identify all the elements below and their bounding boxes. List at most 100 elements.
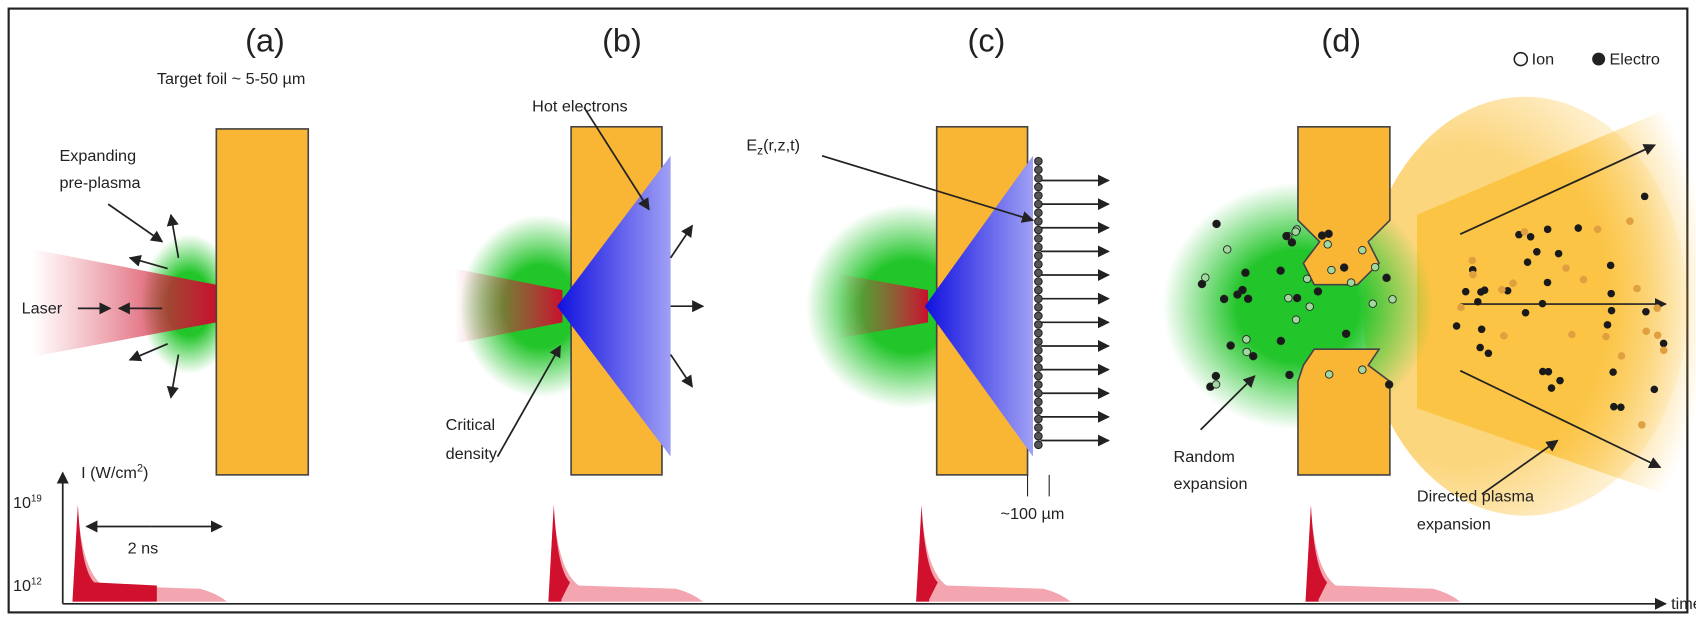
electron	[1342, 330, 1350, 338]
charge	[1035, 321, 1043, 329]
tick-label: 10	[13, 577, 31, 595]
label: Ez(r,z,t)	[746, 136, 800, 157]
label: Random	[1174, 448, 1235, 466]
electron	[1476, 344, 1484, 352]
ion	[1660, 347, 1668, 355]
ion	[1468, 257, 1476, 265]
panel-label: (b)	[602, 23, 642, 59]
ion	[1594, 226, 1602, 234]
electron	[1249, 352, 1257, 360]
charge	[1035, 346, 1043, 354]
ion	[1498, 286, 1506, 294]
charge	[1035, 372, 1043, 380]
label: Target foil ~ 5-50 µm	[157, 70, 306, 88]
charge	[1035, 183, 1043, 191]
electron	[1212, 372, 1220, 380]
charge	[1035, 235, 1043, 243]
charge	[1035, 166, 1043, 174]
legend-electron	[1592, 53, 1605, 66]
electron	[1318, 232, 1326, 240]
ion	[1638, 421, 1646, 429]
charge	[1035, 381, 1043, 389]
axis-label: )	[143, 464, 148, 482]
figure: (a) (b) (c) (d) Ion Electro Target foil …	[0, 0, 1696, 621]
electron	[1604, 321, 1612, 329]
electron	[1607, 290, 1615, 298]
ion	[1243, 336, 1251, 344]
tick-label: 1012	[13, 576, 42, 594]
label: Laser	[22, 300, 63, 318]
panel-d	[1163, 97, 1696, 516]
legend-ion	[1514, 53, 1527, 66]
label: 2 ns	[128, 539, 159, 557]
ion	[1328, 266, 1336, 274]
electron	[1227, 342, 1235, 350]
tick-label: 1019	[13, 494, 42, 512]
charge	[1035, 304, 1043, 312]
electron	[1548, 384, 1556, 392]
electron	[1651, 386, 1659, 394]
tick-label: 12	[31, 576, 42, 587]
ion	[1306, 303, 1314, 311]
ion	[1509, 279, 1517, 287]
ion	[1580, 276, 1588, 284]
electron	[1485, 350, 1493, 358]
electron	[1462, 288, 1470, 296]
ion	[1618, 352, 1626, 360]
panel-label: (d)	[1321, 23, 1361, 59]
electron	[1213, 220, 1221, 228]
label: Expanding	[59, 147, 136, 165]
label: (r,z,t)	[763, 136, 800, 154]
electron	[1522, 309, 1530, 317]
label: Directed plasma	[1417, 488, 1534, 506]
ion	[1371, 263, 1379, 271]
ion	[1303, 275, 1311, 283]
ion	[1389, 295, 1397, 303]
electron	[1288, 239, 1296, 247]
charge	[1035, 432, 1043, 440]
charge	[1035, 398, 1043, 406]
charge	[1035, 243, 1043, 251]
charge	[1035, 415, 1043, 423]
electron	[1220, 295, 1228, 303]
electron	[1481, 286, 1489, 294]
electron	[1286, 371, 1294, 379]
charge	[1035, 218, 1043, 226]
legend-text: Ion	[1532, 51, 1555, 69]
electron	[1242, 269, 1250, 277]
electron	[1277, 267, 1285, 275]
electron	[1478, 326, 1486, 334]
electron	[1453, 322, 1461, 330]
electron	[1239, 286, 1247, 294]
ion	[1654, 331, 1662, 339]
ion	[1562, 264, 1570, 272]
ion	[1653, 304, 1661, 312]
label: Hot electrons	[532, 98, 628, 116]
electron	[1555, 250, 1563, 258]
tick-label: 19	[31, 494, 42, 505]
ion	[1633, 285, 1641, 293]
charge	[1035, 364, 1043, 372]
charge	[1035, 192, 1043, 200]
charge	[1035, 261, 1043, 269]
ion	[1642, 327, 1650, 335]
charge	[1035, 295, 1043, 303]
charge	[1035, 424, 1043, 432]
ion	[1325, 371, 1333, 379]
label: expansion	[1174, 475, 1248, 493]
panel-label: (a)	[245, 23, 285, 59]
label: ~100 µm	[1001, 505, 1065, 523]
electron	[1539, 300, 1547, 308]
electron	[1198, 280, 1206, 288]
label: Critical	[446, 416, 496, 434]
ion	[1223, 246, 1231, 254]
charge	[1035, 226, 1043, 234]
axis-label: I (W/cm2)	[81, 463, 148, 482]
electron	[1527, 233, 1535, 241]
electron	[1244, 295, 1252, 303]
ion	[1347, 279, 1355, 287]
label: pre-plasma	[59, 174, 140, 192]
charge	[1035, 175, 1043, 183]
electron	[1385, 381, 1393, 389]
electron	[1314, 288, 1322, 296]
